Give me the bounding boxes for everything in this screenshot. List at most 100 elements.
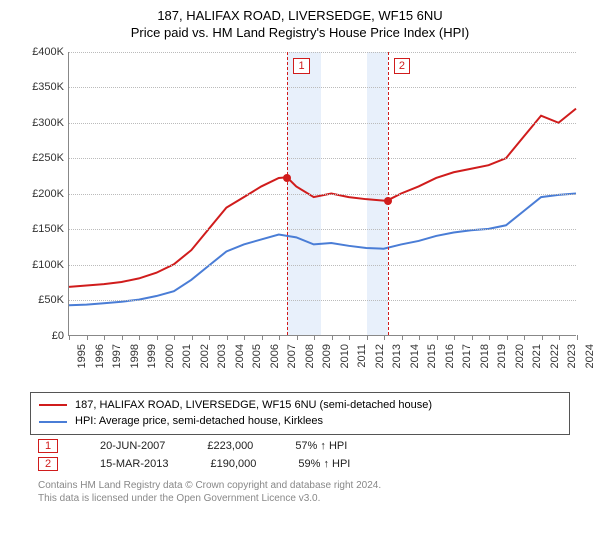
x-tick bbox=[349, 335, 350, 340]
gridline bbox=[69, 87, 576, 88]
x-tick bbox=[542, 335, 543, 340]
x-tick bbox=[209, 335, 210, 340]
price-chart-page: 187, HALIFAX ROAD, LIVERSEDGE, WF15 6NU … bbox=[0, 0, 600, 560]
x-tick-label: 2023 bbox=[562, 344, 578, 368]
x-tick-label: 2003 bbox=[212, 344, 228, 368]
series-line bbox=[69, 108, 576, 286]
x-tick bbox=[157, 335, 158, 340]
footnote-line: Contains HM Land Registry data © Crown c… bbox=[38, 479, 590, 492]
x-tick bbox=[139, 335, 140, 340]
x-tick-label: 2012 bbox=[370, 344, 386, 368]
x-tick-label: 2008 bbox=[300, 344, 316, 368]
y-tick-label: £300K bbox=[20, 117, 64, 129]
x-tick-label: 1997 bbox=[107, 344, 123, 368]
x-tick bbox=[227, 335, 228, 340]
x-tick-label: 2021 bbox=[527, 344, 543, 368]
x-tick bbox=[332, 335, 333, 340]
x-tick bbox=[472, 335, 473, 340]
x-tick bbox=[419, 335, 420, 340]
sale-marker bbox=[384, 197, 392, 205]
x-tick bbox=[367, 335, 368, 340]
y-tick-label: £150K bbox=[20, 223, 64, 235]
sale-marker bbox=[283, 174, 291, 182]
sale-row: 2 15-MAR-2013 £190,000 59% ↑ HPI bbox=[38, 457, 590, 471]
x-tick-label: 1999 bbox=[142, 344, 158, 368]
x-tick-label: 2016 bbox=[440, 344, 456, 368]
x-tick-label: 2014 bbox=[405, 344, 421, 368]
page-title: 187, HALIFAX ROAD, LIVERSEDGE, WF15 6NU bbox=[10, 8, 590, 25]
sale-row: 1 20-JUN-2007 £223,000 57% ↑ HPI bbox=[38, 439, 590, 453]
sale-date: 15-MAR-2013 bbox=[100, 458, 168, 470]
x-tick bbox=[402, 335, 403, 340]
y-tick-label: £100K bbox=[20, 259, 64, 271]
x-tick bbox=[507, 335, 508, 340]
sale-vlabel: 2 bbox=[394, 58, 410, 74]
x-tick bbox=[489, 335, 490, 340]
x-tick-label: 2005 bbox=[247, 344, 263, 368]
x-tick bbox=[104, 335, 105, 340]
page-subtitle: Price paid vs. HM Land Registry's House … bbox=[10, 25, 590, 40]
x-tick-label: 2013 bbox=[387, 344, 403, 368]
sale-delta: 57% ↑ HPI bbox=[295, 440, 347, 452]
x-tick-label: 2000 bbox=[160, 344, 176, 368]
gridline bbox=[69, 265, 576, 266]
x-tick bbox=[87, 335, 88, 340]
legend-swatch bbox=[39, 404, 67, 406]
legend: 187, HALIFAX ROAD, LIVERSEDGE, WF15 6NU … bbox=[30, 392, 570, 435]
x-tick-label: 2001 bbox=[177, 344, 193, 368]
x-tick bbox=[192, 335, 193, 340]
x-tick bbox=[122, 335, 123, 340]
x-tick-label: 2018 bbox=[475, 344, 491, 368]
y-tick-label: £250K bbox=[20, 152, 64, 164]
x-tick bbox=[279, 335, 280, 340]
sale-vline bbox=[287, 52, 288, 335]
x-tick-label: 2022 bbox=[545, 344, 561, 368]
x-tick-label: 2010 bbox=[335, 344, 351, 368]
x-tick bbox=[174, 335, 175, 340]
legend-label: HPI: Average price, semi-detached house,… bbox=[75, 413, 323, 430]
y-tick-label: £400K bbox=[20, 46, 64, 58]
gridline bbox=[69, 300, 576, 301]
sale-badge: 2 bbox=[38, 457, 58, 471]
x-tick-label: 2019 bbox=[492, 344, 508, 368]
x-tick-label: 2024 bbox=[580, 344, 596, 368]
x-tick bbox=[437, 335, 438, 340]
x-tick-label: 1996 bbox=[90, 344, 106, 368]
x-tick-label: 2020 bbox=[510, 344, 526, 368]
sale-vlabel: 1 bbox=[293, 58, 309, 74]
sale-badge: 1 bbox=[38, 439, 58, 453]
y-tick-label: £350K bbox=[20, 81, 64, 93]
x-tick bbox=[559, 335, 560, 340]
x-tick-label: 2011 bbox=[352, 344, 368, 368]
sale-price: £223,000 bbox=[207, 440, 253, 452]
x-tick bbox=[524, 335, 525, 340]
gridline bbox=[69, 194, 576, 195]
x-tick-label: 2006 bbox=[265, 344, 281, 368]
gridline bbox=[69, 123, 576, 124]
x-tick-label: 1998 bbox=[125, 344, 141, 368]
x-tick-label: 2015 bbox=[422, 344, 438, 368]
x-tick bbox=[314, 335, 315, 340]
footnote: Contains HM Land Registry data © Crown c… bbox=[38, 479, 590, 505]
x-tick bbox=[262, 335, 263, 340]
series-line bbox=[69, 193, 576, 305]
x-tick-label: 1995 bbox=[72, 344, 88, 368]
footnote-line: This data is licensed under the Open Gov… bbox=[38, 492, 590, 505]
x-tick bbox=[69, 335, 70, 340]
y-tick-label: £0 bbox=[20, 330, 64, 342]
legend-label: 187, HALIFAX ROAD, LIVERSEDGE, WF15 6NU … bbox=[75, 397, 432, 414]
y-tick-label: £50K bbox=[20, 294, 64, 306]
gridline bbox=[69, 52, 576, 53]
x-tick bbox=[297, 335, 298, 340]
sale-delta: 59% ↑ HPI bbox=[298, 458, 350, 470]
x-tick-label: 2002 bbox=[195, 344, 211, 368]
x-tick bbox=[577, 335, 578, 340]
x-tick-label: 2017 bbox=[457, 344, 473, 368]
gridline bbox=[69, 158, 576, 159]
sale-price: £190,000 bbox=[210, 458, 256, 470]
sale-date: 20-JUN-2007 bbox=[100, 440, 165, 452]
chart: 12 £0£50K£100K£150K£200K£250K£300K£350K£… bbox=[20, 46, 580, 386]
legend-row: HPI: Average price, semi-detached house,… bbox=[39, 413, 561, 430]
x-tick-label: 2007 bbox=[282, 344, 298, 368]
x-tick bbox=[244, 335, 245, 340]
